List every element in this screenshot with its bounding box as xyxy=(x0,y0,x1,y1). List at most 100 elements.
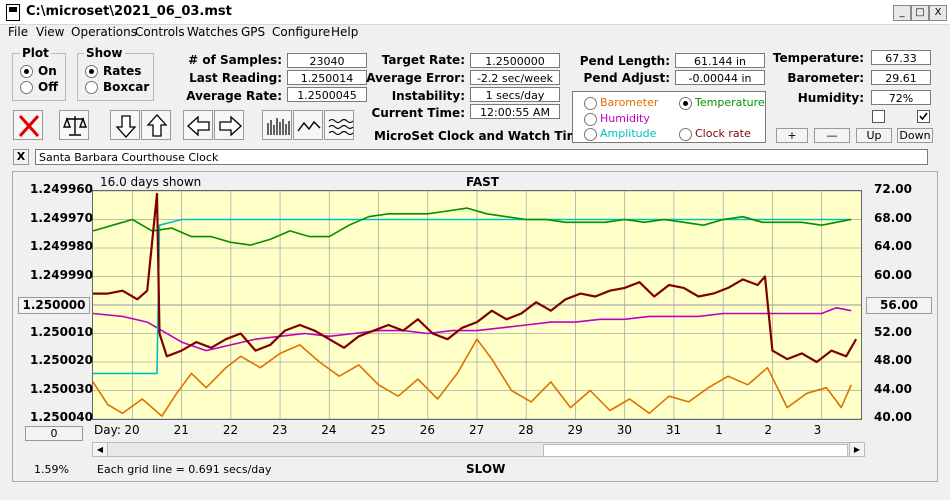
arrow-up-icon xyxy=(146,114,168,137)
plot-on-radio[interactable] xyxy=(20,65,33,78)
current-time-label: Current Time: xyxy=(371,106,465,120)
arrow-left-icon xyxy=(187,115,210,137)
plot-off-radio[interactable] xyxy=(20,81,33,94)
menu-help[interactable]: Help xyxy=(331,25,359,39)
move-right-button[interactable] xyxy=(214,110,244,140)
red-x-icon xyxy=(18,114,40,138)
temperature-radio[interactable] xyxy=(679,97,692,110)
up-button[interactable]: Up xyxy=(856,128,892,143)
x-axis-tick: 26 xyxy=(419,423,436,437)
right-axis-tick: 68.00 xyxy=(874,210,912,225)
average-rate-label: Average Rate: xyxy=(186,89,282,103)
x-axis-tick: 27 xyxy=(469,423,485,437)
x-axis-tick: 29 xyxy=(567,423,583,437)
minus-button[interactable]: — xyxy=(814,128,850,143)
move-left-button[interactable] xyxy=(183,110,213,140)
right-axis-center-button[interactable]: 56.00 xyxy=(866,297,932,314)
current-time-value: 12:00:55 AM xyxy=(470,104,560,119)
plot-off-label: Off xyxy=(38,80,58,94)
left-axis-tick: 1.249990 xyxy=(30,267,94,282)
show-boxcar-label: Boxcar xyxy=(103,80,150,94)
show-group-label: Show xyxy=(84,46,125,60)
barometer-option-label: Barometer xyxy=(600,96,659,109)
env-checkbox-2[interactable] xyxy=(917,110,930,123)
target-rate-value[interactable]: 1.2500000 xyxy=(470,53,560,68)
humidity-option-label: Humidity xyxy=(600,112,650,125)
left-axis-tick: 1.249980 xyxy=(30,239,94,253)
show-rates-radio[interactable] xyxy=(85,65,98,78)
horizontal-scrollbar[interactable]: ◀ ▶ xyxy=(92,442,865,457)
left-offset-button[interactable]: 0 xyxy=(25,426,83,441)
temperature-label: Temperature: xyxy=(772,51,864,65)
x-axis-tick: 3 xyxy=(813,423,822,437)
humidity-value: 72% xyxy=(871,90,931,105)
x-axis-tick: 20 xyxy=(124,423,140,437)
instability-label: Instability: xyxy=(391,89,465,103)
maximize-button[interactable]: □ xyxy=(911,5,929,21)
series-line-2 xyxy=(93,218,852,375)
x-axis-tick: 23 xyxy=(272,423,288,437)
clock-rate-radio[interactable] xyxy=(679,128,692,141)
temperature-option-label: Temperature xyxy=(695,96,765,109)
left-axis-center-button[interactable]: 1.250000 xyxy=(18,297,90,314)
show-boxcar-radio[interactable] xyxy=(85,81,98,94)
rate-chart xyxy=(93,191,861,419)
plus-button[interactable]: + xyxy=(776,128,808,143)
menu-operations[interactable]: Operations xyxy=(71,25,137,39)
title-bar: C:\microset\2021_06_03.mst _ □ X xyxy=(0,0,950,25)
right-axis-tick: 52.00 xyxy=(874,324,912,339)
overlay-options-box xyxy=(572,91,766,143)
line-view-button[interactable] xyxy=(293,110,323,140)
pend-length-label: Pend Length: xyxy=(579,54,670,68)
arrow-right-icon xyxy=(219,115,242,137)
barometer-radio[interactable] xyxy=(584,97,597,110)
menu-controls[interactable]: Controls xyxy=(135,25,185,39)
env-checkbox-1[interactable] xyxy=(872,110,885,123)
menu-gps[interactable]: GPS xyxy=(241,25,266,39)
minimize-button[interactable]: _ xyxy=(893,5,911,21)
left-axis-tick: 1.249970 xyxy=(30,210,94,225)
right-axis-tick: 72.00 xyxy=(874,182,912,196)
show-rates-label: Rates xyxy=(103,64,142,78)
move-up-button[interactable] xyxy=(141,110,171,140)
wave-view-button[interactable] xyxy=(324,110,354,140)
left-axis-tick: 1.250030 xyxy=(30,381,94,396)
clear-clock-button[interactable]: X xyxy=(13,149,29,165)
series-line-1 xyxy=(93,307,852,352)
menu-file[interactable]: File xyxy=(8,25,29,39)
series-line-3 xyxy=(93,207,852,246)
plot-group-label: Plot xyxy=(20,46,51,60)
wave-icon xyxy=(328,118,354,136)
scroll-right-arrow-icon[interactable]: ▶ xyxy=(849,443,864,456)
x-axis-tick: 30 xyxy=(616,423,632,437)
right-axis-tick: 48.00 xyxy=(874,353,912,367)
menu-configure[interactable]: Configure xyxy=(272,25,331,39)
barometer-value: 29.61 xyxy=(871,70,931,85)
humidity-label: Humidity: xyxy=(797,91,864,105)
last-reading-value: 1.250014 xyxy=(287,70,367,85)
bars-view-button[interactable] xyxy=(262,110,292,140)
menu-watches[interactable]: Watches xyxy=(187,25,238,39)
num-samples-label: # of Samples: xyxy=(188,53,282,67)
x-axis-label: Day: xyxy=(94,423,121,437)
plot-on-label: On xyxy=(38,64,57,78)
stop-button[interactable] xyxy=(13,110,43,140)
target-rate-label: Target Rate: xyxy=(381,53,465,67)
close-button[interactable]: X xyxy=(929,5,947,21)
move-down-button[interactable] xyxy=(110,110,140,140)
instability-value: 1 secs/day xyxy=(470,87,560,102)
days-shown-label: 16.0 days shown xyxy=(100,175,202,189)
right-axis-tick: 60.00 xyxy=(874,267,912,282)
scrollbar-thumb[interactable] xyxy=(543,444,848,457)
grid-line-footer: Each grid line = 0.691 secs/day xyxy=(97,463,272,476)
humidity-radio[interactable] xyxy=(584,113,597,126)
down-button[interactable]: Down xyxy=(897,128,933,143)
amplitude-radio[interactable] xyxy=(584,128,597,141)
balance-button[interactable] xyxy=(59,110,89,140)
menu-view[interactable]: View xyxy=(36,25,65,39)
chart-plot-area xyxy=(92,190,862,420)
temperature-value: 67.33 xyxy=(871,50,931,65)
scroll-left-arrow-icon[interactable]: ◀ xyxy=(93,443,108,456)
pend-length-value[interactable]: 61.144 in xyxy=(675,53,765,68)
clock-name-input[interactable]: Santa Barbara Courthouse Clock xyxy=(35,149,928,165)
